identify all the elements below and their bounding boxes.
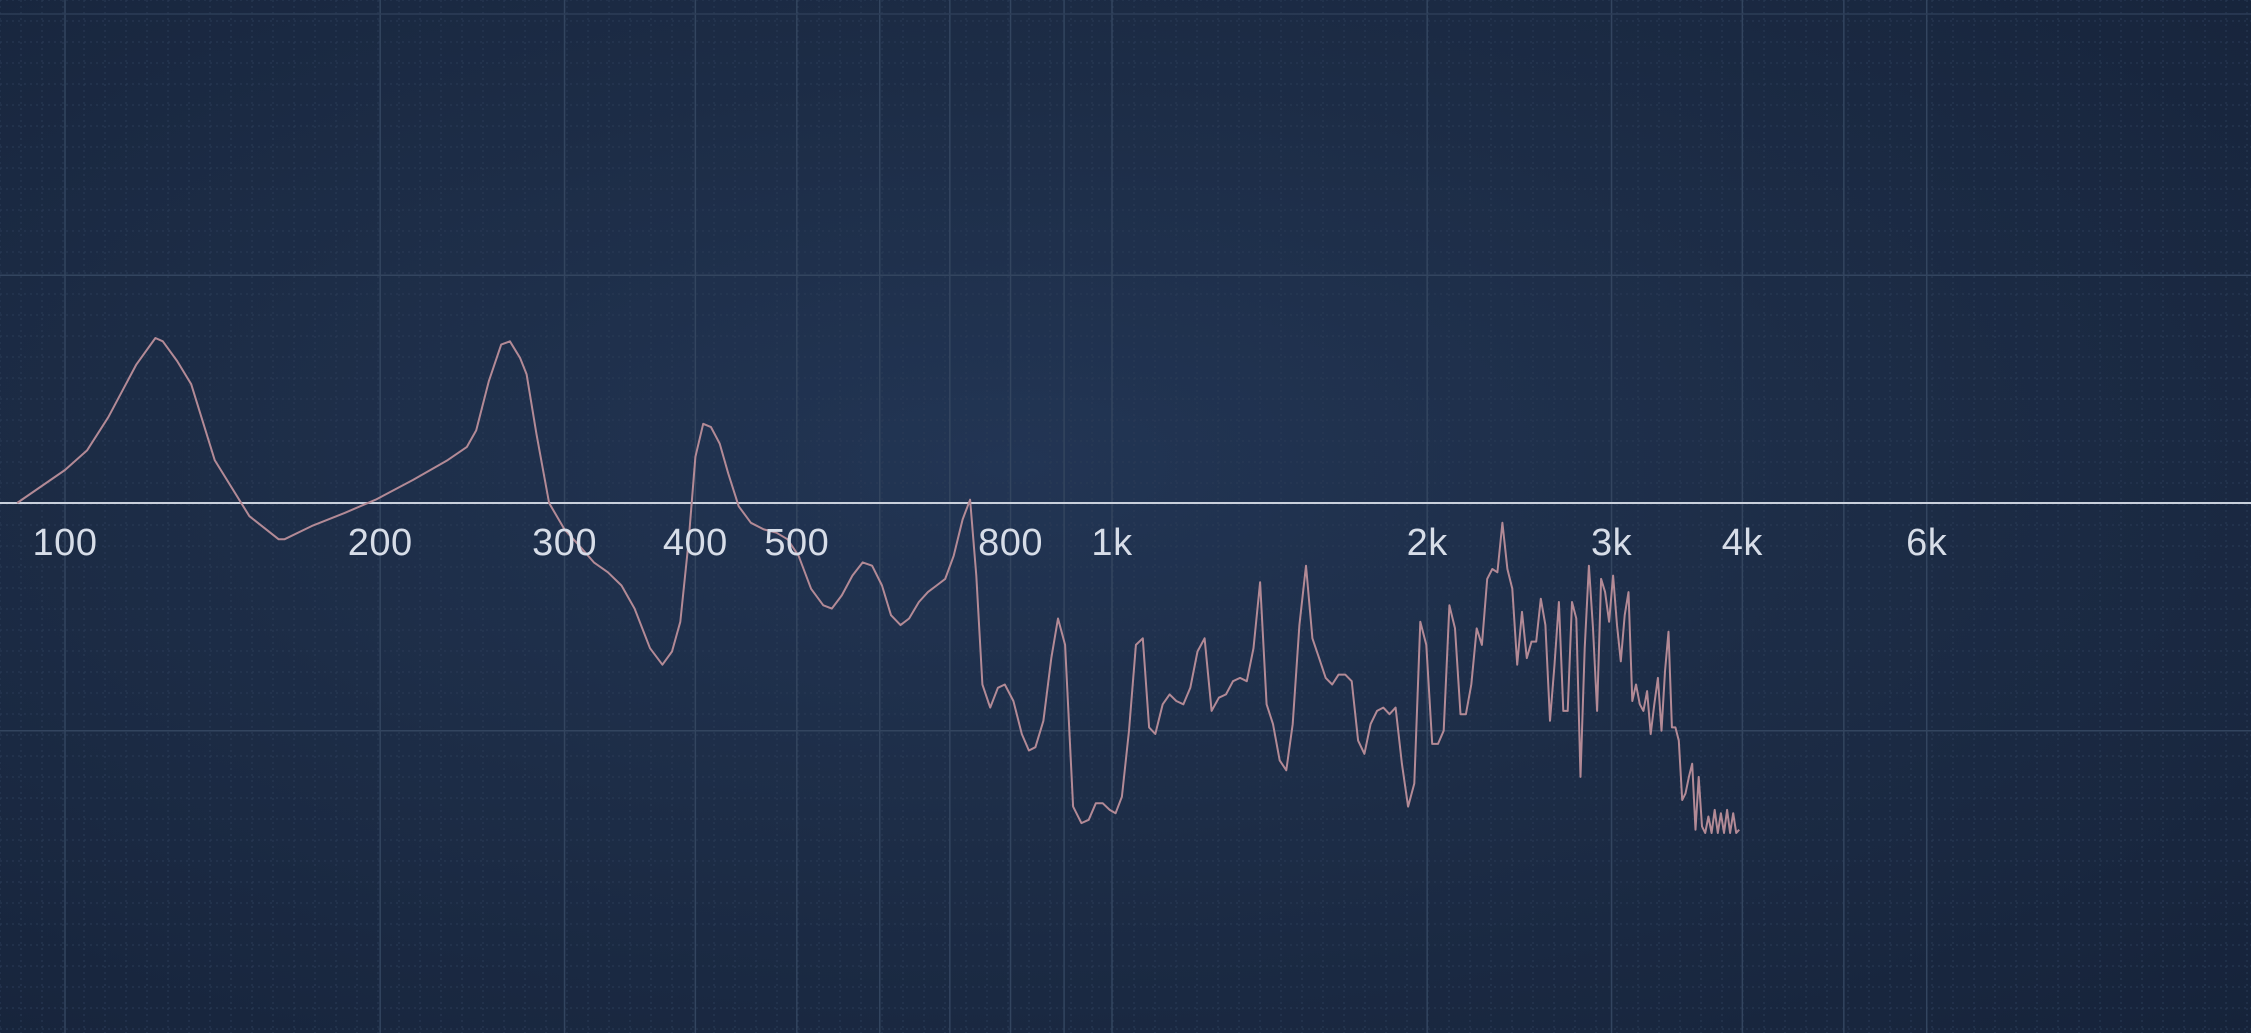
x-tick-label: 800 (978, 522, 1043, 564)
x-tick-label: 200 (347, 522, 413, 564)
x-tick-label: 500 (764, 522, 830, 564)
x-tick-label: 4k (1721, 522, 1763, 564)
x-tick-label: 1k (1091, 522, 1133, 564)
x-tick-label: 6k (1906, 522, 1948, 564)
x-tick-label: 300 (532, 522, 597, 564)
spectrum-line (16, 337, 1740, 834)
x-tick-label: 100 (32, 522, 98, 564)
x-tick-label: 3k (1590, 522, 1633, 564)
x-tick-label: 2k (1406, 522, 1448, 564)
x-tick-label: 400 (662, 522, 728, 564)
